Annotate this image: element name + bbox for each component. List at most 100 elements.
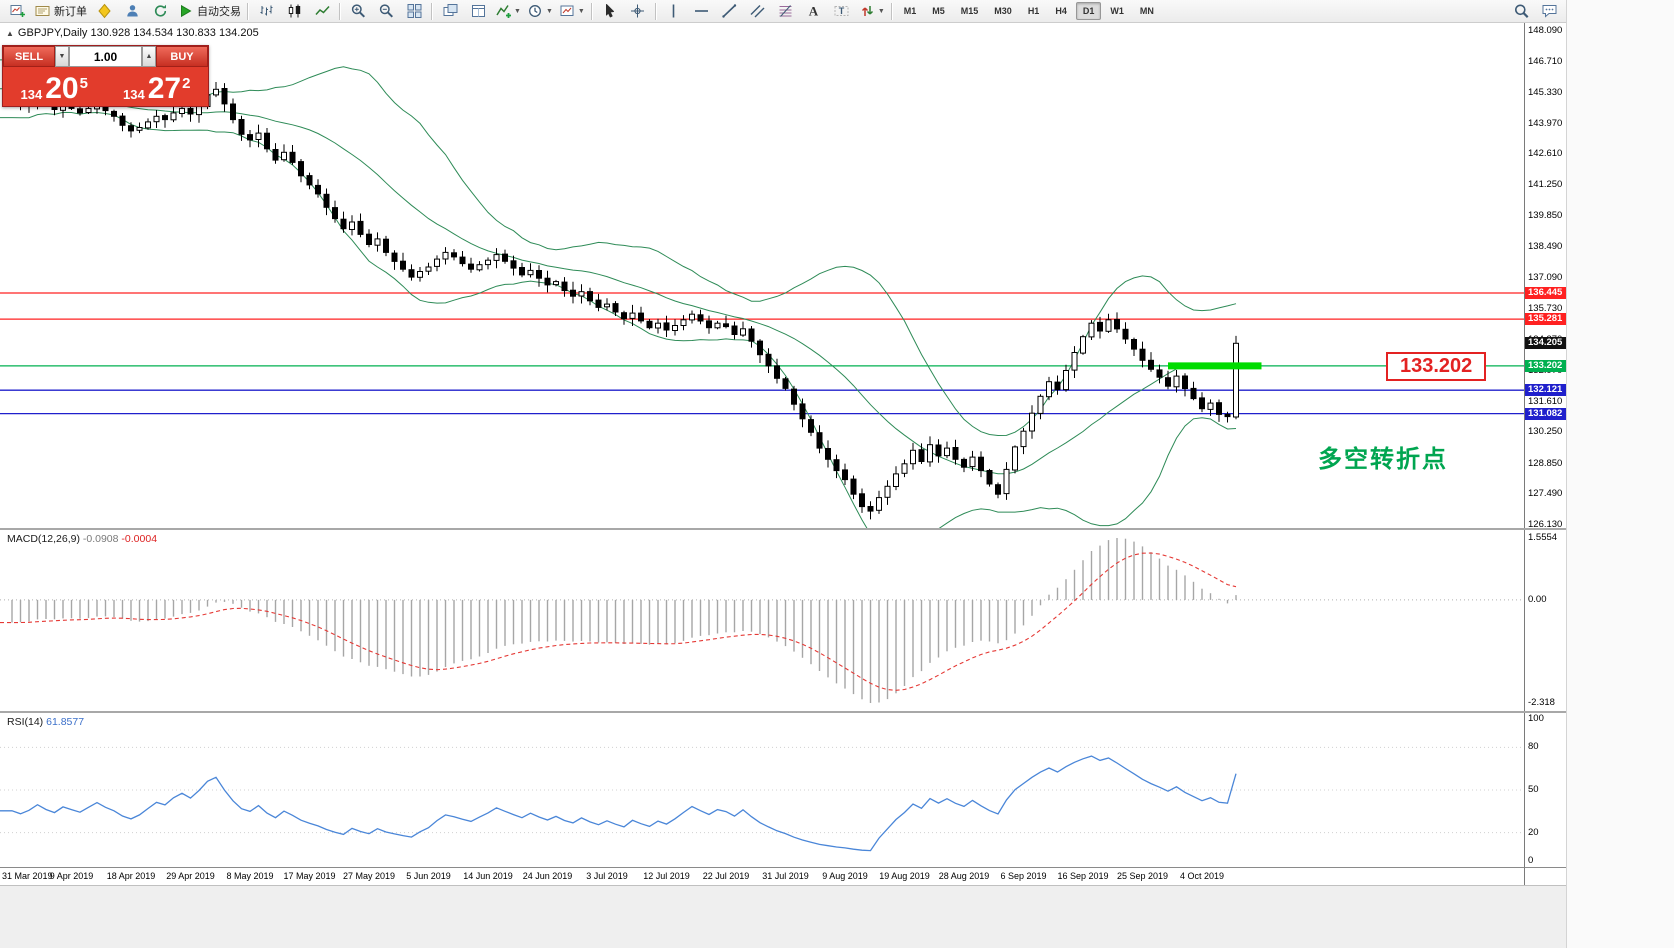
timeframe-d1[interactable]: D1 bbox=[1075, 2, 1102, 20]
crosshair-icon bbox=[631, 4, 645, 18]
time-axis-label: 9 Apr 2019 bbox=[49, 871, 94, 881]
bollinger-bands bbox=[0, 59, 1237, 528]
text-tool-button[interactable]: A bbox=[800, 0, 828, 22]
bid-price[interactable]: 134 20 5 bbox=[3, 67, 106, 106]
timeframe-w1[interactable]: W1 bbox=[1110, 6, 1124, 16]
bollinger-middle bbox=[0, 88, 1237, 475]
buy-dropdown-button[interactable]: ▲ bbox=[142, 46, 156, 67]
cursor-tool-button[interactable] bbox=[596, 0, 624, 22]
autotrading-button[interactable]: 自动交易 bbox=[174, 0, 244, 22]
timeframe-mn[interactable]: MN bbox=[1139, 6, 1154, 16]
new-order-button-label: 新订单 bbox=[54, 6, 87, 18]
one-click-collapse-icon[interactable]: ▲ bbox=[6, 29, 14, 38]
macd-indicator-label: MACD(12,26,9) -0.0908 -0.0004 bbox=[7, 533, 157, 545]
rsi-chart bbox=[0, 746, 1524, 852]
toolbar-separator bbox=[431, 2, 433, 20]
buy-button[interactable]: BUY bbox=[156, 46, 208, 67]
market-watch-button[interactable] bbox=[118, 0, 146, 22]
line-chart-button[interactable] bbox=[308, 0, 336, 22]
timeframe-h4[interactable]: H4 bbox=[1055, 6, 1067, 16]
candles-icon bbox=[288, 4, 300, 18]
macd-axis-label: 0.00 bbox=[1528, 593, 1547, 605]
price-axis-label: 138.490 bbox=[1528, 240, 1563, 252]
texta-icon: A bbox=[809, 4, 819, 19]
sell-dropdown-button[interactable]: ▼ bbox=[55, 46, 69, 67]
one-click-prices: 134 20 5 134 27 2 bbox=[3, 67, 208, 106]
price-axis-label: 146.710 bbox=[1528, 56, 1563, 68]
data-window-button[interactable] bbox=[464, 0, 492, 22]
timeframe-m30[interactable]: M30 bbox=[994, 6, 1012, 16]
templates-button[interactable]: ▼ bbox=[556, 0, 588, 22]
label-tool-button[interactable]: T bbox=[828, 0, 856, 22]
bars-icon bbox=[260, 5, 272, 16]
rsi-axis-label: 50 bbox=[1528, 784, 1539, 795]
profiles-button[interactable] bbox=[90, 0, 118, 22]
rsi-axis-label: 100 bbox=[1528, 713, 1544, 724]
time-axis-label: 19 Aug 2019 bbox=[879, 871, 930, 881]
auto-arrange-button[interactable] bbox=[436, 0, 464, 22]
person-icon bbox=[126, 5, 138, 17]
price-callout-label[interactable]: 133.202 bbox=[1386, 352, 1487, 381]
trendline-icon bbox=[722, 4, 737, 18]
timeframe-m1[interactable]: M1 bbox=[903, 6, 917, 16]
toolbar-separator bbox=[590, 2, 593, 20]
time-axis-label: 3 Jul 2019 bbox=[586, 871, 628, 881]
search-button[interactable] bbox=[1507, 0, 1535, 22]
horizontal-line-tool-button[interactable] bbox=[688, 0, 716, 22]
indicators-button[interactable]: ▼ bbox=[492, 0, 524, 22]
periods-button[interactable]: ▼ bbox=[524, 0, 556, 22]
timeframe-h1[interactable]: H1 bbox=[1027, 6, 1040, 16]
macd-axis-label: -2.318 bbox=[1528, 697, 1555, 708]
lot-size-input[interactable] bbox=[69, 46, 142, 67]
cursor-icon bbox=[606, 4, 615, 18]
time-axis-label: 14 Jun 2019 bbox=[463, 871, 513, 881]
zoomin-icon bbox=[351, 4, 365, 18]
trendline-tool-button[interactable] bbox=[716, 0, 744, 22]
macd-signal-line bbox=[0, 552, 1237, 691]
time-axis-label: 6 Sep 2019 bbox=[1000, 871, 1047, 881]
zoom-in-button[interactable] bbox=[344, 0, 372, 22]
community-button[interactable] bbox=[1535, 0, 1563, 22]
pane-separator[interactable] bbox=[0, 528, 1566, 530]
templates-icon bbox=[560, 5, 574, 16]
fibonacci-tool-button[interactable] bbox=[772, 0, 800, 22]
timeframe-m15[interactable]: M15 bbox=[960, 6, 979, 16]
price-axis-label: 139.850 bbox=[1528, 210, 1563, 222]
pane-separator[interactable] bbox=[0, 711, 1566, 713]
refresh-button[interactable] bbox=[146, 0, 174, 22]
bar-chart-button[interactable] bbox=[252, 0, 280, 22]
main-chart-pane[interactable]: ▲ GBPJPY,Daily 130.928 134.534 130.833 13… bbox=[0, 23, 1524, 528]
candlestick-chart-button[interactable] bbox=[280, 0, 308, 22]
chevron-down-icon: ▼ bbox=[514, 7, 521, 15]
line-price-tag: 135.281 bbox=[1525, 313, 1566, 326]
timeframe-m5[interactable]: M5 bbox=[932, 6, 945, 16]
new-order-button[interactable]: 新订单 bbox=[31, 0, 90, 22]
turning-point-annotation: 多空转折点 bbox=[1318, 446, 1448, 473]
bottom-panel-area bbox=[0, 885, 1566, 948]
price-axis-label: 135.730 bbox=[1528, 303, 1563, 315]
new-chart-button[interactable] bbox=[3, 0, 31, 22]
arrows-tool-button[interactable]: ▼ bbox=[856, 0, 888, 22]
zoom-out-button[interactable] bbox=[372, 0, 400, 22]
channel-tool-button[interactable] bbox=[744, 0, 772, 22]
vertical-line-tool-button[interactable] bbox=[660, 0, 688, 22]
cascade-icon bbox=[443, 4, 457, 16]
sell-button[interactable]: SELL bbox=[3, 46, 55, 67]
autotrading-icon bbox=[181, 4, 192, 18]
price-axis-label: 142.610 bbox=[1528, 148, 1563, 160]
time-axis-label: 24 Jun 2019 bbox=[522, 871, 573, 881]
time-axis: 31 Mar 2019 9 Apr 2019 18 Apr 2019 29 Apr 2… bbox=[0, 867, 1524, 885]
macd-pane[interactable]: MACD(12,26,9) -0.0908 -0.0004 bbox=[0, 530, 1524, 711]
zoomout-icon bbox=[379, 4, 393, 18]
tile-windows-button[interactable] bbox=[400, 0, 428, 22]
time-axis-label: 4 Oct 2019 bbox=[1179, 871, 1225, 881]
bid-price-prefix: 134 bbox=[20, 86, 43, 102]
rsi-pane[interactable]: RSI(14) 61.8577 bbox=[0, 713, 1524, 867]
bid-price-pips: 20 bbox=[45, 72, 79, 106]
candles bbox=[9, 82, 1239, 520]
macd-chart bbox=[0, 538, 1524, 703]
macd-axis-label: 1.5554 bbox=[1528, 532, 1558, 543]
ask-price[interactable]: 134 27 2 bbox=[106, 67, 209, 106]
crosshair-tool-button[interactable] bbox=[624, 0, 652, 22]
